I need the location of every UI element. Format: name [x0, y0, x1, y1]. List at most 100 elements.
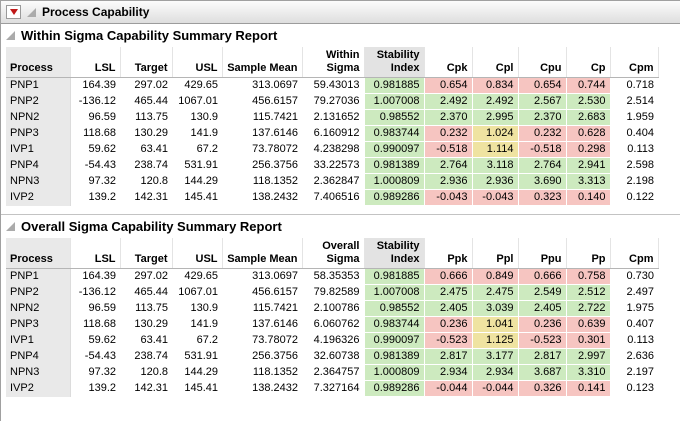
value-cell: 120.8: [120, 174, 172, 190]
value-cell: 0.981885: [364, 78, 424, 94]
value-cell: 0.989286: [364, 381, 424, 397]
value-cell: 2.817: [518, 349, 566, 365]
table-row[interactable]: IVP159.6263.4167.273.780724.2382980.9900…: [6, 142, 658, 158]
disclosure-triangle-icon[interactable]: [6, 222, 15, 231]
value-cell: 0.98552: [364, 301, 424, 317]
value-cell: 1.007008: [364, 94, 424, 110]
table-row[interactable]: PNP3118.68130.29141.9137.61466.1609120.9…: [6, 126, 658, 142]
process-cell: PNP4: [6, 158, 70, 174]
value-cell: 67.2: [172, 333, 222, 349]
value-cell: 120.8: [120, 365, 172, 381]
value-cell: 1067.01: [172, 94, 222, 110]
table-row[interactable]: IVP2139.2142.31145.41138.24327.3271640.9…: [6, 381, 658, 397]
section-title: Within Sigma Capability Summary Report: [21, 28, 277, 43]
value-cell: 256.3756: [222, 158, 302, 174]
column-header: Pp: [566, 238, 610, 269]
value-cell: 3.039: [472, 301, 518, 317]
value-cell: 313.0697: [222, 78, 302, 94]
disclosure-triangle-icon[interactable]: [6, 31, 15, 40]
value-cell: 0.140: [566, 190, 610, 206]
table-row[interactable]: IVP159.6263.4167.273.780724.1963260.9900…: [6, 333, 658, 349]
value-cell: 0.407: [610, 317, 658, 333]
value-cell: 130.29: [120, 126, 172, 142]
value-cell: 0.404: [610, 126, 658, 142]
value-cell: 2.100786: [302, 301, 364, 317]
column-header: Cpk: [424, 47, 472, 78]
column-header: Target: [120, 47, 172, 78]
value-cell: 0.654: [518, 78, 566, 94]
value-cell: 531.91: [172, 158, 222, 174]
value-cell: 0.981389: [364, 158, 424, 174]
value-cell: 0.628: [566, 126, 610, 142]
value-cell: 139.2: [70, 381, 120, 397]
value-cell: 0.98552: [364, 110, 424, 126]
within-sigma-section-header: Within Sigma Capability Summary Report: [4, 24, 680, 45]
value-cell: 238.74: [120, 158, 172, 174]
value-cell: 456.6157: [222, 285, 302, 301]
value-cell: 2.405: [518, 301, 566, 317]
red-triangle-menu-icon[interactable]: [6, 5, 21, 19]
value-cell: 4.238298: [302, 142, 364, 158]
process-cell: PNP3: [6, 317, 70, 333]
value-cell: 1.024: [472, 126, 518, 142]
value-cell: 79.82589: [302, 285, 364, 301]
column-header: LSL: [70, 47, 120, 78]
value-cell: 2.492: [424, 94, 472, 110]
value-cell: 1.975: [610, 301, 658, 317]
value-cell: 2.514: [610, 94, 658, 110]
value-cell: 2.131652: [302, 110, 364, 126]
value-cell: -136.12: [70, 94, 120, 110]
column-header: Sample Mean: [222, 47, 302, 78]
value-cell: 1.114: [472, 142, 518, 158]
table-row[interactable]: NPN296.59113.75130.9115.74212.1316520.98…: [6, 110, 658, 126]
value-cell: 113.75: [120, 301, 172, 317]
value-cell: 2.475: [472, 285, 518, 301]
table-row[interactable]: PNP4-54.43238.74531.91256.375633.225730.…: [6, 158, 658, 174]
column-header: Target: [120, 238, 172, 269]
value-cell: -0.523: [424, 333, 472, 349]
table-row[interactable]: PNP2-136.12465.441067.01456.615779.82589…: [6, 285, 658, 301]
value-cell: 164.39: [70, 269, 120, 285]
table-row[interactable]: NPN397.32120.8144.29118.13522.3647571.00…: [6, 365, 658, 381]
disclosure-triangle-icon[interactable]: [27, 8, 36, 17]
column-header: Stability Index: [364, 47, 424, 78]
value-cell: 0.666: [518, 269, 566, 285]
table-row[interactable]: PNP4-54.43238.74531.91256.375632.607380.…: [6, 349, 658, 365]
process-cell: IVP1: [6, 142, 70, 158]
value-cell: 2.475: [424, 285, 472, 301]
table-row[interactable]: PNP2-136.12465.441067.01456.615779.27036…: [6, 94, 658, 110]
value-cell: 3.690: [518, 174, 566, 190]
table-row[interactable]: IVP2139.2142.31145.41138.24327.4065160.9…: [6, 190, 658, 206]
table-row[interactable]: PNP3118.68130.29141.9137.61466.0607620.9…: [6, 317, 658, 333]
process-cell: NPN2: [6, 301, 70, 317]
value-cell: 4.196326: [302, 333, 364, 349]
process-cell: NPN2: [6, 110, 70, 126]
value-cell: 63.41: [120, 333, 172, 349]
value-cell: 429.65: [172, 78, 222, 94]
value-cell: 7.406516: [302, 190, 364, 206]
value-cell: 238.74: [120, 349, 172, 365]
table-row[interactable]: PNP1164.39297.02429.65313.069758.353530.…: [6, 269, 658, 285]
value-cell: 130.29: [120, 317, 172, 333]
value-cell: 118.1352: [222, 174, 302, 190]
value-cell: 0.758: [566, 269, 610, 285]
value-cell: 0.983744: [364, 126, 424, 142]
value-cell: 2.197: [610, 365, 658, 381]
process-cell: NPN3: [6, 365, 70, 381]
column-header: Ppu: [518, 238, 566, 269]
table-row[interactable]: NPN397.32120.8144.29118.13522.3628471.00…: [6, 174, 658, 190]
value-cell: 3.687: [518, 365, 566, 381]
process-cell: PNP2: [6, 285, 70, 301]
value-cell: 7.327164: [302, 381, 364, 397]
value-cell: 118.68: [70, 126, 120, 142]
value-cell: -54.43: [70, 349, 120, 365]
value-cell: 118.1352: [222, 365, 302, 381]
table-row[interactable]: PNP1164.39297.02429.65313.069759.430130.…: [6, 78, 658, 94]
value-cell: 2.598: [610, 158, 658, 174]
table-row[interactable]: NPN296.59113.75130.9115.74212.1007860.98…: [6, 301, 658, 317]
value-cell: 1.000809: [364, 365, 424, 381]
report-body: Within Sigma Capability Summary Report P…: [1, 24, 680, 397]
value-cell: 297.02: [120, 269, 172, 285]
value-cell: -0.523: [518, 333, 566, 349]
value-cell: 96.59: [70, 110, 120, 126]
